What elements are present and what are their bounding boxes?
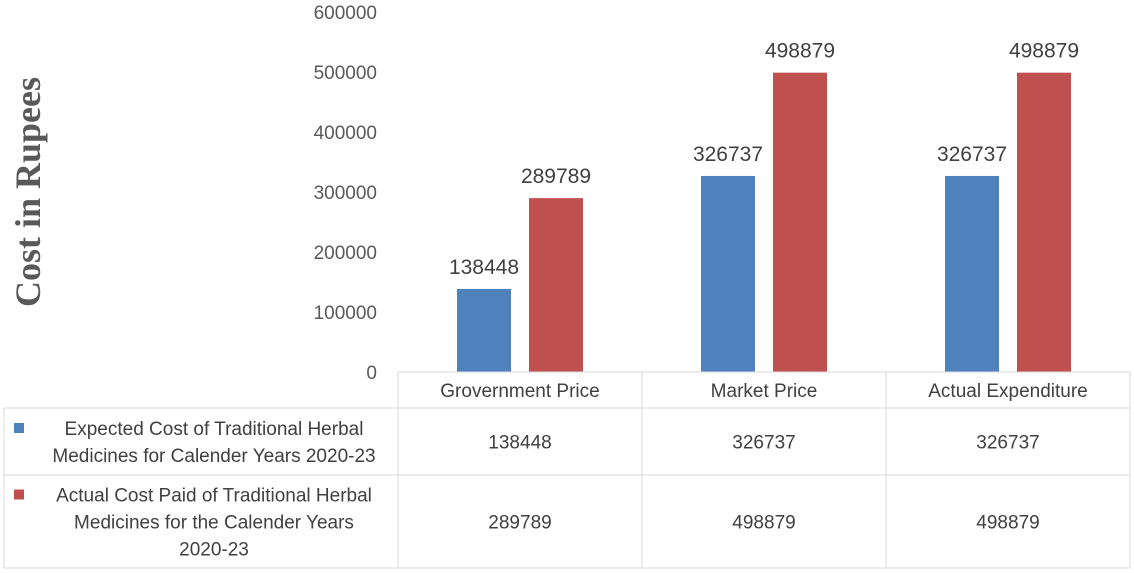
legend-label-line: Medicines for Calender Years 2020-23 — [52, 446, 375, 467]
y-tick-label: 600000 — [314, 3, 377, 24]
data-label-series-1-2: 326737 — [693, 143, 763, 166]
legend-key-series-1 — [14, 423, 24, 433]
legend-key-series-2 — [14, 489, 24, 500]
y-axis-label: Cost in Rupees — [8, 77, 48, 307]
bar-series-2-2 — [773, 72, 827, 372]
data-label-series-2-3: 498879 — [1009, 40, 1079, 63]
category-label: Grovernment Price — [440, 381, 599, 402]
data-label-series-2-1: 289789 — [521, 165, 591, 188]
data-labels: 138448 289789 326737 498879 326737 498879 — [449, 40, 1079, 279]
data-label-series-1-1: 138448 — [449, 256, 519, 279]
y-tick-label: 300000 — [314, 183, 377, 204]
y-tick-label: 100000 — [314, 303, 377, 324]
bar-series-1-2 — [701, 175, 755, 372]
table-cell-value: 326737 — [976, 433, 1039, 454]
table-cell-value: 289789 — [488, 513, 551, 534]
bars — [457, 72, 1071, 372]
category-label: Market Price — [711, 381, 818, 402]
table-cell-value: 326737 — [732, 433, 795, 454]
y-tick-label: 500000 — [314, 63, 377, 84]
y-tick-label: 400000 — [314, 123, 377, 144]
table-cell-value: 498879 — [976, 513, 1039, 534]
y-tick-label: 0 — [366, 363, 377, 384]
bar-series-2-3 — [1017, 72, 1071, 372]
table-cell-value: 138448 — [488, 433, 551, 454]
legend-label-line: Expected Cost of Traditional Herbal — [65, 419, 364, 440]
legend-label-line: Medicines for the Calender Years — [74, 513, 354, 534]
data-label-series-2-2: 498879 — [765, 40, 835, 63]
bar-series-1-3 — [945, 175, 999, 372]
bar-series-1-1 — [457, 288, 511, 372]
data-label-series-1-3: 326737 — [937, 143, 1007, 166]
legend-label-line: Actual Cost Paid of Traditional Herbal — [56, 486, 372, 507]
legend-label-line: 2020-23 — [179, 540, 249, 561]
y-tick-label: 200000 — [314, 243, 377, 264]
category-label: Actual Expenditure — [928, 381, 1088, 402]
table-cell-value: 498879 — [732, 513, 795, 534]
data-table: Grovernment Price Market Price Actual Expe… — [3, 371, 1131, 569]
y-axis-ticks: 0 100000 200000 300000 400000 500000 600000 — [314, 3, 377, 384]
bar-series-2-1 — [529, 198, 583, 372]
